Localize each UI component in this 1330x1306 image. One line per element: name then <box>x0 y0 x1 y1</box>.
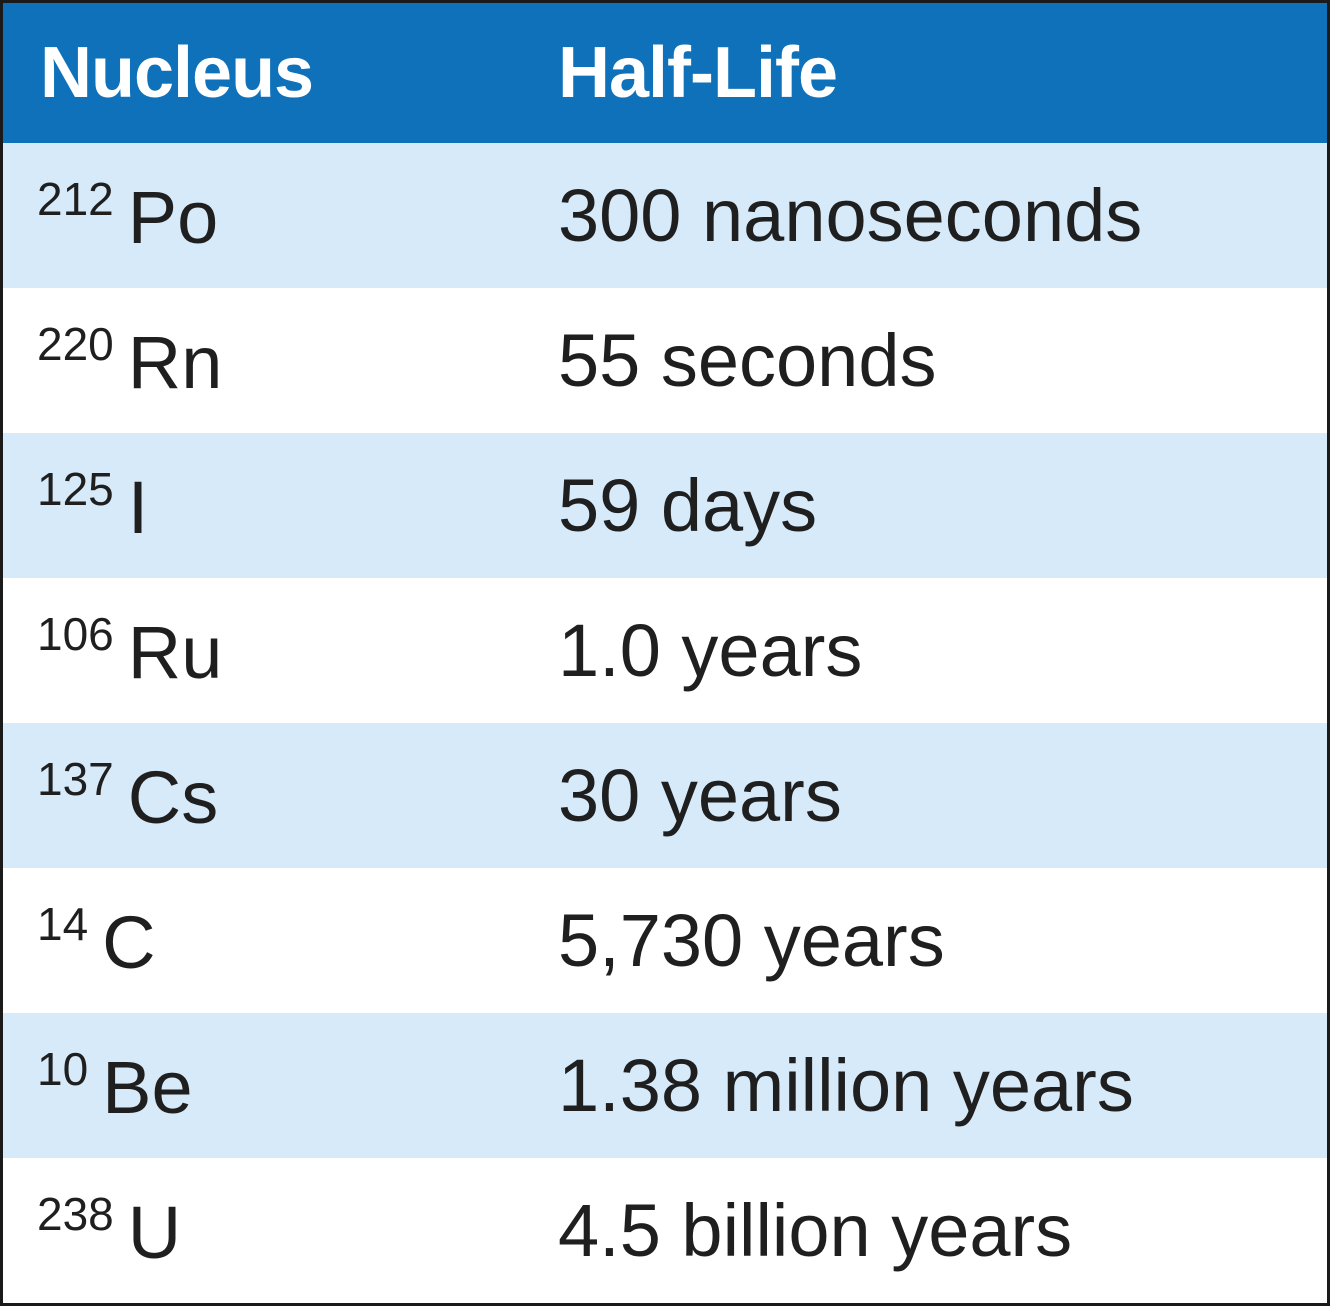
half-life-cell: 30 years <box>558 754 842 837</box>
table-row: 220 Rn 55 seconds <box>3 288 1327 433</box>
element-symbol: Po <box>127 175 219 259</box>
element-symbol: C <box>102 900 156 984</box>
mass-number: 14 <box>37 897 89 950</box>
element-symbol: Ru <box>127 610 223 694</box>
half-life-cell: 1.38 million years <box>558 1044 1134 1127</box>
nucleus-cell: 10 Be <box>3 1013 523 1158</box>
half-life-cell: 300 nanoseconds <box>558 174 1143 257</box>
mass-number: 125 <box>37 462 114 515</box>
half-life-cell: 4.5 billion years <box>558 1189 1073 1272</box>
nucleus-cell: 125 I <box>3 433 523 578</box>
mass-number: 238 <box>37 1187 114 1240</box>
nucleus-cell: 137 Cs <box>3 723 523 868</box>
element-symbol: Be <box>102 1045 193 1129</box>
table-header: Nucleus Half-Life <box>3 3 1327 143</box>
half-life-table: Nucleus Half-Life 212 Po 300 nanoseconds … <box>3 3 1327 1303</box>
mass-number: 10 <box>37 1042 89 1095</box>
table-body: 212 Po 300 nanoseconds 220 Rn 55 seconds 1… <box>3 143 1327 1303</box>
nucleus-cell: 238 U <box>3 1158 523 1303</box>
half-life-cell: 59 days <box>558 464 818 547</box>
nucleus-cell: 220 Rn <box>3 288 523 433</box>
table-row: 14 C 5,730 years <box>3 868 1327 1013</box>
nucleus-cell: 106 Ru <box>3 578 523 723</box>
mass-number: 220 <box>37 317 114 370</box>
header-row: Nucleus Half-Life <box>3 3 1327 143</box>
table-row: 106 Ru 1.0 years <box>3 578 1327 723</box>
table-row: 10 Be 1.38 million years <box>3 1013 1327 1158</box>
element-symbol: Cs <box>127 755 219 839</box>
nucleus-cell: 212 Po <box>3 143 523 288</box>
table-row: 212 Po 300 nanoseconds <box>3 143 1327 288</box>
header-half-life: Half-Life <box>558 33 838 113</box>
nucleus-cell: 14 C <box>3 868 523 1013</box>
half-life-cell: 55 seconds <box>558 319 937 402</box>
table-row: 238 U 4.5 billion years <box>3 1158 1327 1303</box>
half-life-cell: 1.0 years <box>558 609 863 692</box>
table-row: 125 I 59 days <box>3 433 1327 578</box>
element-symbol: Rn <box>127 320 223 404</box>
mass-number: 137 <box>37 752 114 805</box>
mass-number: 212 <box>37 172 114 225</box>
mass-number: 106 <box>37 607 114 660</box>
element-symbol: I <box>127 465 149 549</box>
element-symbol: U <box>127 1190 182 1274</box>
half-life-cell: 5,730 years <box>558 899 945 982</box>
header-nucleus: Nucleus <box>40 33 314 113</box>
table-row: 137 Cs 30 years <box>3 723 1327 868</box>
